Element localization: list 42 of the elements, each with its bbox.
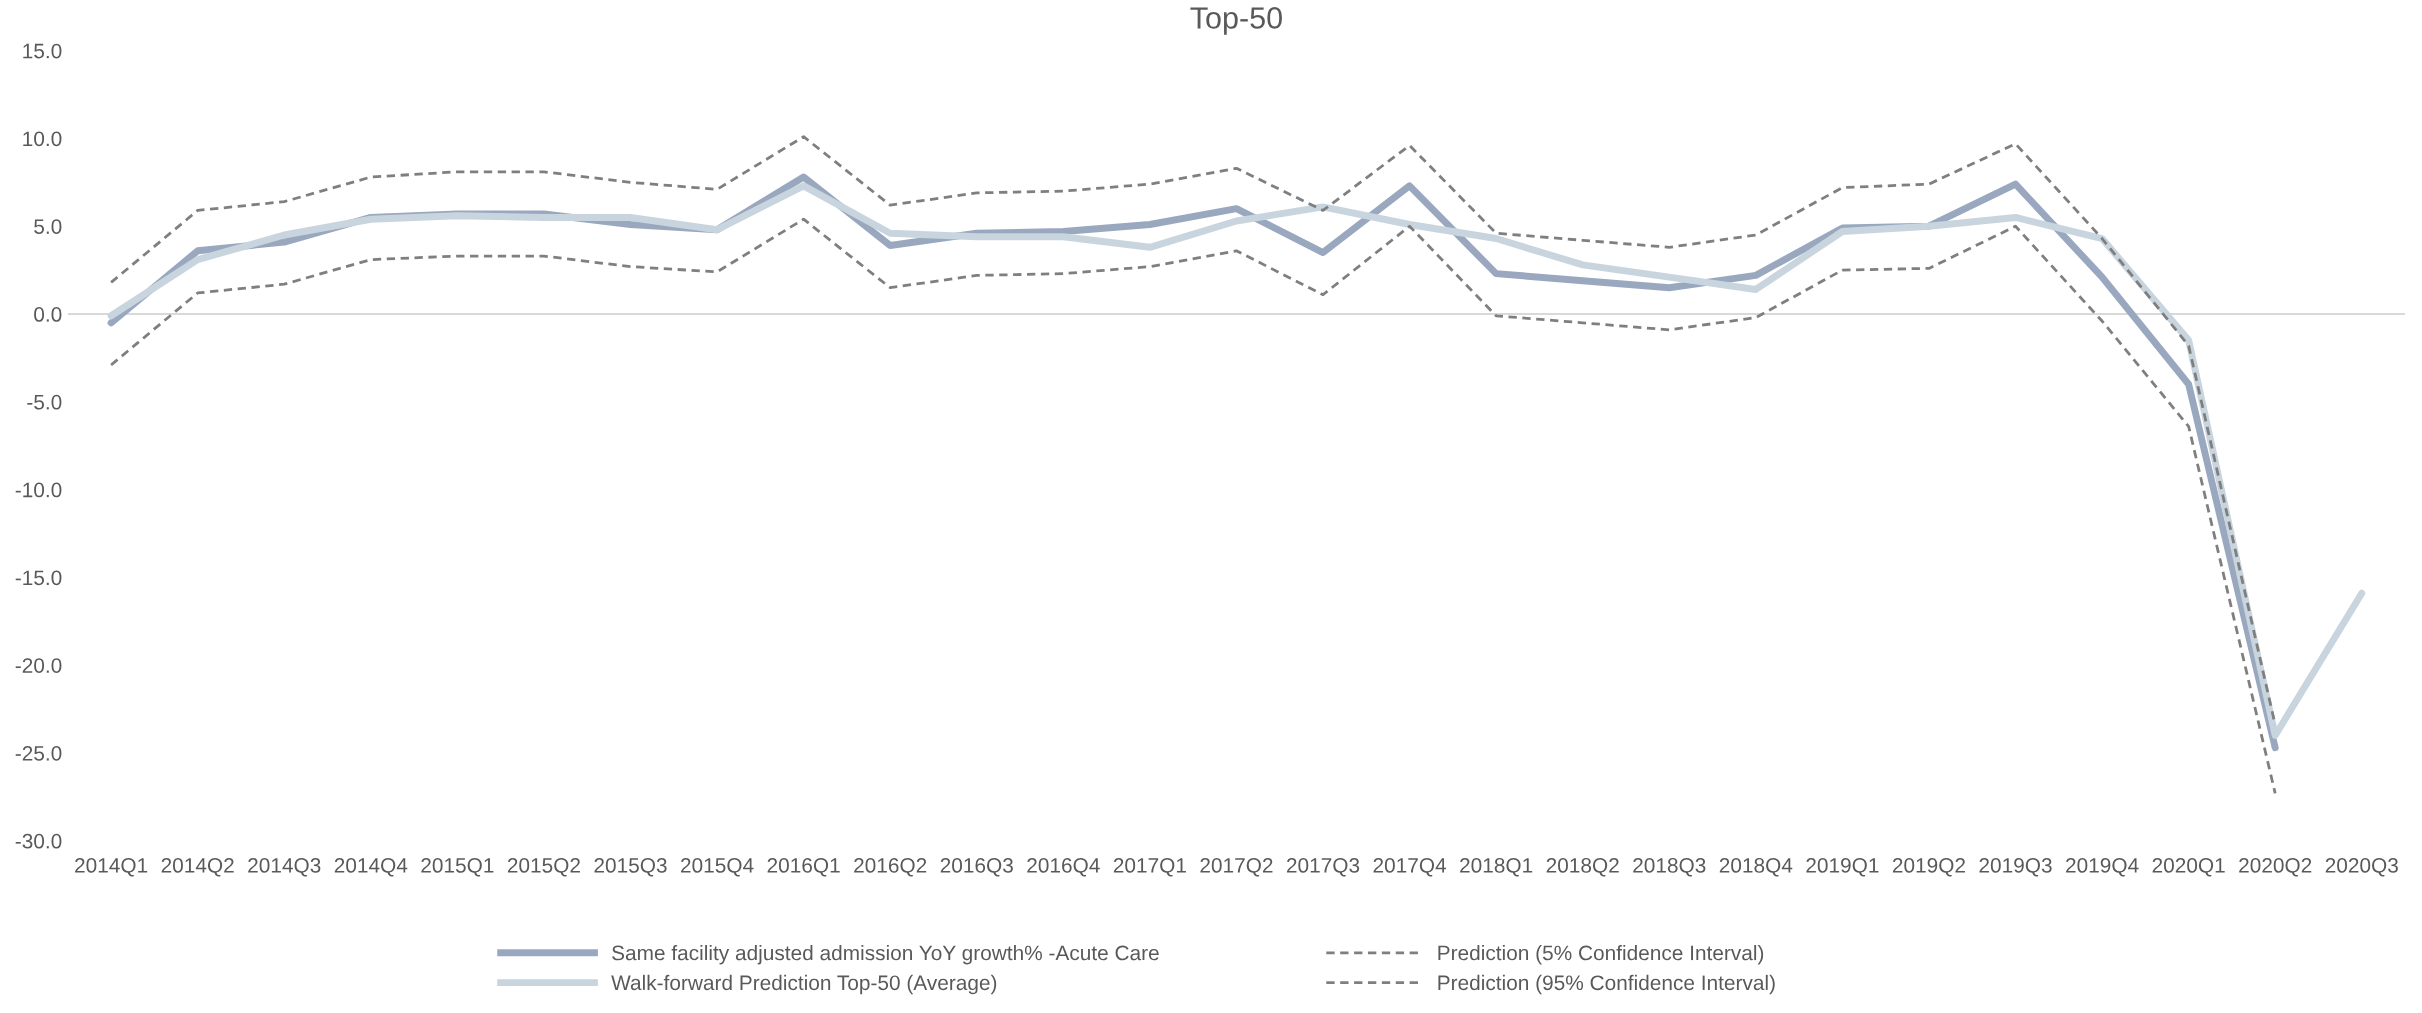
x-tick-label: 2016Q1 — [767, 858, 840, 877]
x-tick-label: 2019Q4 — [2066, 858, 2139, 877]
y-tick-label: -30.0 — [15, 833, 62, 849]
x-tick-label: 2020Q2 — [2239, 858, 2312, 877]
x-tick-label: 2015Q4 — [681, 858, 754, 877]
x-tick-label: 2015Q2 — [507, 858, 580, 877]
x-tick-label: 2018Q4 — [1719, 858, 1793, 877]
x-tick-label: 2017Q4 — [1373, 858, 1447, 877]
y-tick-label: -25.0 — [15, 746, 62, 761]
x-tick-label: 2018Q1 — [1460, 858, 1533, 877]
y-tick-label: 15.0 — [23, 43, 62, 59]
legend-label: Walk-forward Prediction Top-50 (Average) — [611, 974, 997, 995]
y-tick-label: 10.0 — [23, 131, 62, 147]
y-tick-label: -15.0 — [15, 570, 62, 586]
x-tick-label: 2020Q1 — [2152, 858, 2225, 877]
x-tick-label: 2015Q1 — [421, 858, 494, 877]
legend-label: Prediction (5% Confidence Interval) — [1438, 944, 1764, 965]
x-tick-label: 2019Q3 — [1979, 858, 2052, 877]
x-tick-label: 2017Q3 — [1286, 858, 1360, 877]
x-tick-label: 2018Q2 — [1546, 858, 1619, 877]
chart-title: Top-50 — [1190, 7, 1282, 35]
x-tick-label: 2020Q3 — [2325, 858, 2398, 877]
x-tick-label: 2016Q3 — [940, 858, 1013, 877]
y-tick-label: -5.0 — [27, 394, 62, 410]
y-tick-label: 0.0 — [34, 307, 62, 322]
x-tick-label: 2016Q4 — [1027, 858, 1100, 877]
legend-label: Prediction (95% Confidence Interval) — [1438, 974, 1775, 995]
x-tick-label: 2014Q4 — [334, 858, 408, 877]
x-tick-label: 2014Q2 — [161, 858, 234, 877]
x-tick-label: 2019Q1 — [1806, 858, 1879, 877]
legend-label: Same facility adjusted admission YoY growth% -Acute Care — [612, 944, 1159, 965]
x-tick-label: 2017Q2 — [1200, 858, 1273, 877]
x-tick-label: 2018Q3 — [1633, 858, 1706, 877]
x-tick-label: 2015Q3 — [594, 858, 667, 877]
x-tick-label: 2014Q1 — [75, 858, 148, 877]
y-tick-label: -10.0 — [15, 482, 62, 498]
x-tick-label: 2014Q3 — [248, 858, 321, 877]
x-tick-label: 2016Q2 — [854, 858, 927, 877]
x-tick-label: 2019Q2 — [1892, 858, 1965, 877]
x-tick-label: 2017Q1 — [1113, 858, 1186, 877]
y-tick-label: -20.0 — [15, 658, 62, 673]
y-tick-label: 5.0 — [34, 219, 62, 234]
